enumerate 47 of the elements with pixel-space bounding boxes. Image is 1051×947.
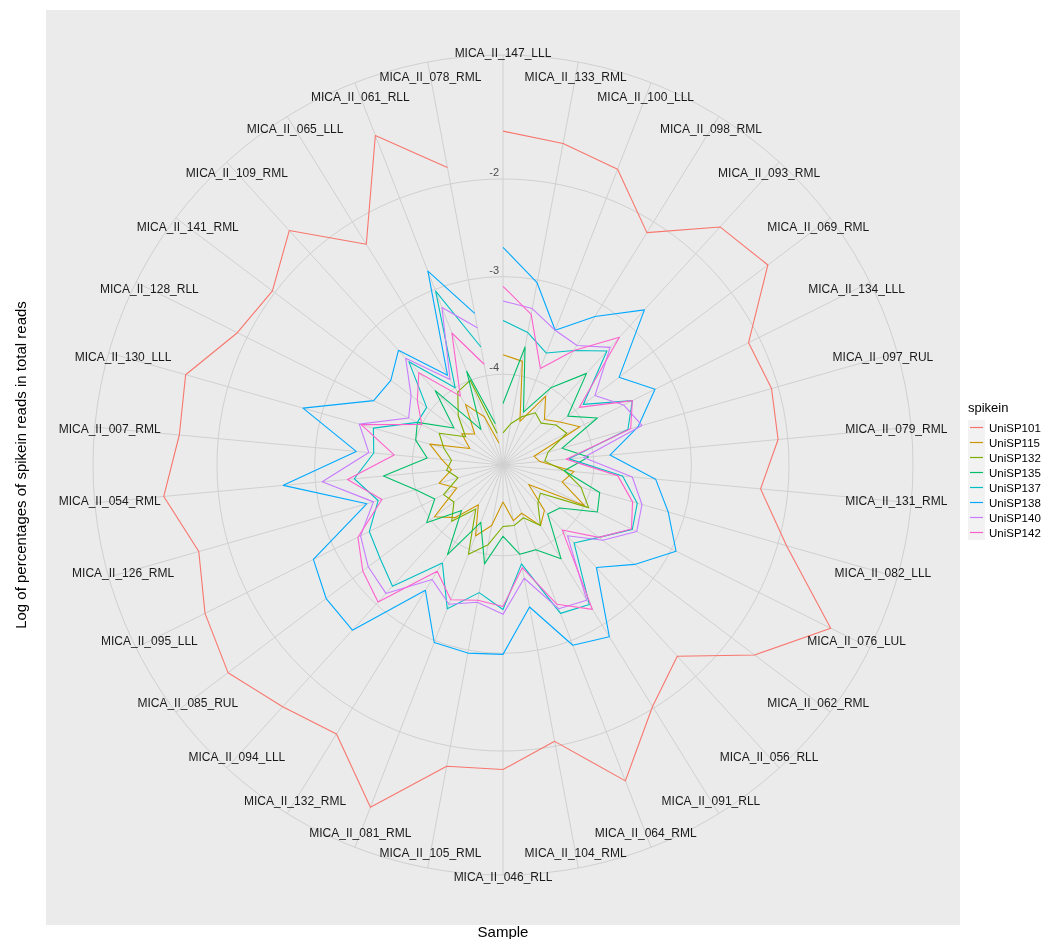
spoke-label: MICA_II_100_LLL — [597, 89, 695, 104]
spoke-label: MICA_II_007_RML — [58, 421, 162, 436]
spoke-label: MICA_II_064_RML — [594, 826, 698, 841]
spoke-label: MICA_II_091_RLL — [661, 793, 761, 808]
spoke-label: MICA_II_131_RML — [845, 494, 948, 509]
spoke-label: MICA_II_082_LLL — [834, 566, 932, 581]
spoke-label: MICA_II_081_RML — [309, 826, 412, 841]
spoke-label: MICA_II_130_LLL — [74, 349, 172, 364]
spoke-label: MICA_II_128_RLL — [100, 281, 200, 296]
spoke-label: MICA_II_085_RUL — [137, 696, 239, 711]
spoke-label: MICA_II_094_LLL — [188, 749, 286, 764]
spoke-label: MICA_II_079_RML — [845, 421, 948, 436]
spoke-label: MICA_II_109_RML — [185, 166, 289, 181]
legend-title: spikein — [968, 400, 1009, 415]
text: Log of percentages of spikein reads in total reads — [12, 301, 29, 629]
spoke-label: MICA_II_046_RLL — [453, 870, 553, 884]
spoke-label: MICA_II_097_RUL — [832, 349, 934, 364]
spoke-label: MICA_II_054_RML — [58, 494, 162, 509]
legend-label: UniSP137 — [989, 482, 1041, 494]
spoke-label: MICA_II_147_LLL — [454, 46, 552, 60]
legend-label: UniSP142 — [989, 527, 1041, 539]
spoke-label: MICA_II_061_RLL — [310, 89, 410, 104]
spoke-label: MICA_II_133_RML — [524, 69, 627, 84]
spoke-label: MICA_II_134_LLL — [808, 281, 906, 296]
spoke-label: MICA_II_069_RML — [767, 219, 870, 234]
y-tick-label: -4 — [489, 361, 499, 374]
spoke-label: MICA_II_078_RML — [379, 69, 482, 84]
spoke-label: MICA_II_105_RML — [379, 846, 482, 861]
spoke-label: MICA_II_098_RML — [659, 122, 763, 137]
legend-label: UniSP101 — [989, 422, 1041, 434]
spoke-label: MICA_II_093_RML — [718, 166, 821, 181]
legend-label: UniSP115 — [989, 437, 1040, 449]
spoke-label: MICA_II_076_LUL — [807, 634, 907, 649]
legend-label: UniSP135 — [989, 467, 1041, 479]
spoke-label: MICA_II_062_RML — [767, 696, 870, 711]
y-tick-label: -2 — [489, 165, 499, 178]
spoke-label: MICA_II_126_RML — [72, 566, 175, 581]
legend-label: UniSP138 — [989, 497, 1041, 509]
spoke-label: MICA_II_056_RLL — [719, 749, 819, 764]
spoke-label: MICA_II_095_LLL — [101, 634, 199, 649]
spoke-label: MICA_II_065_LLL — [246, 122, 344, 137]
spoke-label: MICA_II_132_RML — [244, 793, 347, 808]
legend-label: UniSP132 — [989, 452, 1041, 464]
legend-label: UniSP140 — [989, 512, 1041, 524]
spoke-label: MICA_II_141_RML — [136, 219, 240, 234]
spoke-label: MICA_II_104_RML — [524, 846, 627, 861]
y-tick-label: -3 — [489, 263, 499, 276]
